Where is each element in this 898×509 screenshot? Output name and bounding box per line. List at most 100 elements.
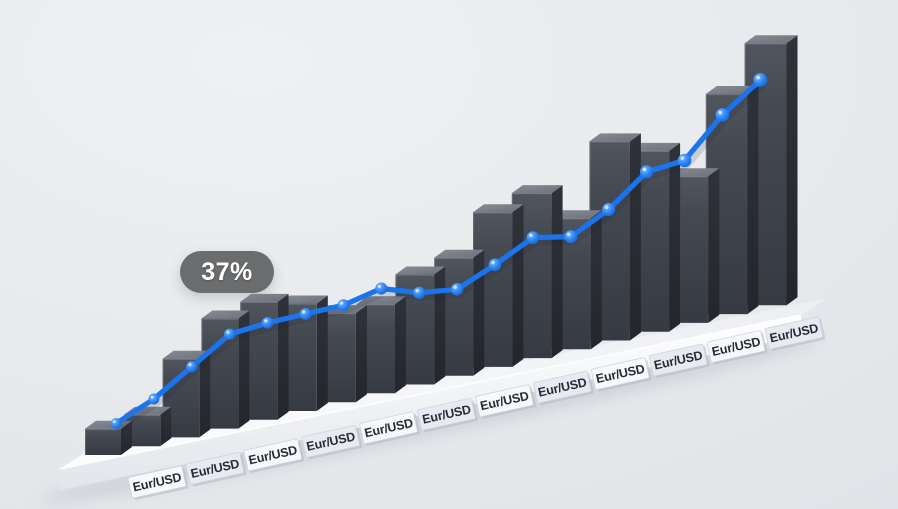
percentage-callout-label: 37% bbox=[201, 257, 253, 286]
trend-point-highlight bbox=[604, 205, 609, 210]
trend-point-highlight bbox=[529, 233, 533, 238]
trend-point bbox=[526, 231, 540, 244]
bar-front-face bbox=[162, 358, 200, 438]
card-face bbox=[590, 357, 650, 390]
platform-top bbox=[60, 298, 827, 469]
bar-top-face bbox=[356, 296, 406, 305]
trend-point bbox=[148, 393, 160, 405]
bar-top-face bbox=[279, 295, 328, 304]
card-face bbox=[185, 452, 245, 485]
bar-side-face bbox=[669, 142, 681, 332]
trend-point-highlight bbox=[112, 420, 116, 424]
bar-side-face bbox=[238, 310, 250, 429]
trend-point bbox=[186, 361, 198, 373]
trend-point-highlight bbox=[264, 319, 268, 323]
trend-point bbox=[488, 258, 502, 272]
card-face bbox=[417, 397, 476, 431]
bar-front-face bbox=[123, 414, 161, 447]
trend-point-highlight bbox=[566, 232, 571, 237]
trend-point bbox=[337, 299, 350, 312]
bar-column-4 bbox=[201, 310, 250, 429]
trend-point bbox=[413, 286, 426, 299]
pair-label-card: Eur/USD bbox=[417, 397, 478, 433]
pair-label-card: Eur/USD bbox=[764, 316, 826, 351]
bar-top-face bbox=[589, 133, 641, 142]
bar-top-face bbox=[550, 210, 602, 219]
bar-side-face bbox=[434, 266, 446, 385]
bar-column-3 bbox=[162, 350, 211, 438]
card-face bbox=[648, 343, 708, 377]
bar-front-face bbox=[240, 301, 278, 420]
bar-side-face bbox=[473, 249, 485, 376]
bar-side-face bbox=[747, 86, 759, 315]
trend-point-highlight bbox=[415, 288, 419, 293]
bar-front-face bbox=[85, 428, 121, 455]
pair-label-card: Eur/USD bbox=[590, 357, 652, 392]
pair-label-card: Eur/USD bbox=[706, 330, 768, 365]
card-face bbox=[706, 330, 766, 363]
trend-point bbox=[677, 153, 692, 168]
bar-top-face bbox=[201, 310, 250, 319]
bar-side-face bbox=[786, 35, 798, 306]
pair-label-card: Eur/USD bbox=[475, 384, 536, 419]
bar-top-face bbox=[434, 249, 485, 258]
trend-point-highlight bbox=[453, 285, 457, 289]
bar-side-face bbox=[708, 168, 720, 323]
trend-point-highlight bbox=[718, 110, 723, 115]
bar-side-face bbox=[316, 295, 328, 411]
bar-side-face bbox=[160, 406, 172, 447]
bar-top-face bbox=[395, 266, 446, 275]
bar-side-face bbox=[629, 133, 641, 341]
bar-top-face bbox=[162, 350, 211, 359]
percentage-callout: 37% bbox=[180, 251, 274, 293]
pair-label-card: Eur/USD bbox=[301, 425, 363, 460]
card-face bbox=[764, 316, 824, 350]
card-face bbox=[243, 438, 303, 472]
trend-point bbox=[715, 108, 730, 122]
card-face bbox=[475, 384, 534, 418]
trend-point bbox=[753, 73, 768, 87]
bar-top-face bbox=[511, 185, 563, 194]
trend-point bbox=[110, 418, 122, 429]
bar-top-face bbox=[240, 293, 289, 302]
trend-point bbox=[602, 202, 616, 217]
trend-point-highlight bbox=[226, 330, 230, 334]
trend-point-highlight bbox=[756, 75, 761, 80]
platform-edge-highlight bbox=[59, 314, 802, 470]
bar-front-face bbox=[201, 318, 239, 429]
platform-front bbox=[60, 315, 801, 490]
bar-top-face bbox=[628, 142, 681, 151]
card-face bbox=[127, 465, 187, 499]
card-face bbox=[301, 425, 360, 458]
trend-point-highlight bbox=[377, 284, 382, 289]
trend-point-highlight bbox=[188, 363, 192, 367]
trend-point bbox=[450, 283, 464, 296]
bar-column-5 bbox=[240, 293, 289, 420]
trend-point bbox=[224, 328, 236, 340]
bar-side-face bbox=[590, 210, 602, 350]
card-face bbox=[359, 411, 418, 445]
bar-side-face bbox=[121, 420, 132, 455]
trend-point bbox=[261, 317, 274, 329]
trend-point-highlight bbox=[680, 156, 685, 160]
bar-side-face bbox=[395, 296, 406, 394]
bar-top-face bbox=[473, 204, 524, 213]
bar-side-face bbox=[355, 305, 367, 403]
trend-point-highlight bbox=[491, 260, 495, 265]
bar-side-face bbox=[199, 350, 211, 438]
trend-point-highlight bbox=[150, 395, 154, 399]
trend-point-highlight bbox=[301, 310, 306, 314]
bar-side-face bbox=[512, 204, 524, 367]
trend-line-shadow bbox=[116, 82, 767, 432]
card-face bbox=[533, 370, 592, 404]
trend-point-highlight bbox=[642, 167, 647, 172]
trend-point bbox=[639, 165, 654, 179]
bar-side-face bbox=[277, 293, 289, 420]
bar-side-face bbox=[551, 185, 563, 359]
pair-label-card: Eur/USD bbox=[533, 370, 594, 406]
trend-point bbox=[299, 308, 312, 320]
trend-point bbox=[375, 282, 388, 295]
trend-point bbox=[564, 230, 578, 244]
